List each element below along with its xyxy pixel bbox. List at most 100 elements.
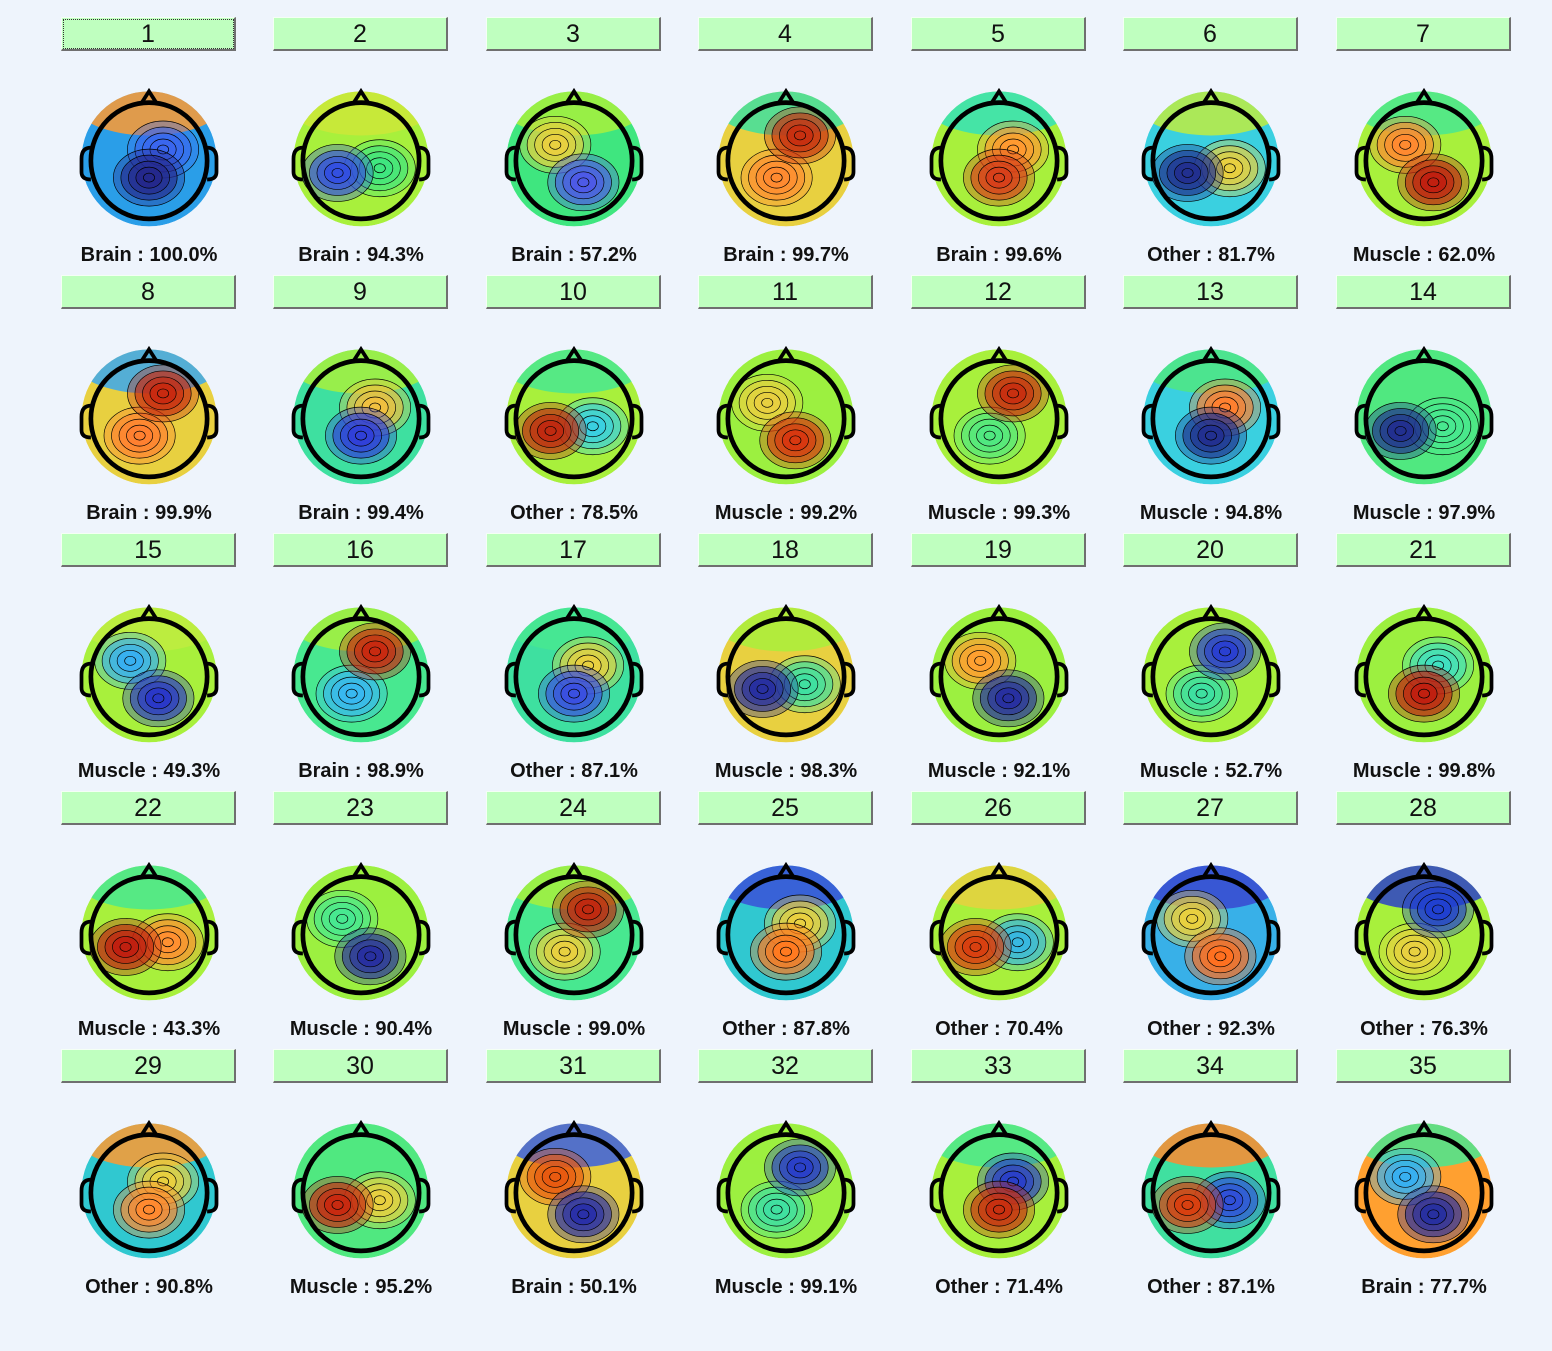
component-button-12[interactable]: 12 — [911, 275, 1086, 309]
topoplot-30[interactable] — [281, 1114, 441, 1264]
component-cell: 24 Muscle : 99.0% — [486, 774, 698, 1040]
classification-label: Muscle : 99.8% — [1352, 760, 1496, 782]
topoplot-22[interactable] — [69, 856, 229, 1006]
component-button-30[interactable]: 30 — [273, 1049, 448, 1083]
topoplot-4[interactable] — [706, 82, 866, 232]
topoplot-29[interactable] — [69, 1114, 229, 1264]
classification-label: Muscle : 43.3% — [77, 1018, 221, 1040]
classification-label: Brain : 99.4% — [298, 502, 424, 524]
classification-label: Other : 81.7% — [1147, 244, 1275, 266]
component-button-11[interactable]: 11 — [698, 275, 873, 309]
topoplot-15[interactable] — [69, 598, 229, 748]
component-button-29[interactable]: 29 — [61, 1049, 236, 1083]
component-button-10[interactable]: 10 — [486, 275, 661, 309]
topoplot-8[interactable] — [69, 340, 229, 490]
topoplot-12[interactable] — [919, 340, 1079, 490]
topoplot-14[interactable] — [1344, 340, 1504, 490]
topoplot-34[interactable] — [1131, 1114, 1291, 1264]
component-button-34[interactable]: 34 — [1123, 1049, 1298, 1083]
classification-label: Muscle : 99.3% — [927, 502, 1071, 524]
component-cell: 26 Other : 70.4% — [911, 774, 1123, 1040]
component-button-33[interactable]: 33 — [911, 1049, 1086, 1083]
topoplot-1[interactable] — [69, 82, 229, 232]
topoplot-35[interactable] — [1344, 1114, 1504, 1264]
component-button-5[interactable]: 5 — [911, 17, 1086, 51]
component-button-22[interactable]: 22 — [61, 791, 236, 825]
component-button-7[interactable]: 7 — [1336, 17, 1511, 51]
component-cell: 22 Muscle : 43.3% — [61, 774, 273, 1040]
topoplot-10[interactable] — [494, 340, 654, 490]
component-button-32[interactable]: 32 — [698, 1049, 873, 1083]
topoplot-2[interactable] — [281, 82, 441, 232]
component-button-13[interactable]: 13 — [1123, 275, 1298, 309]
component-button-18[interactable]: 18 — [698, 533, 873, 567]
component-button-6[interactable]: 6 — [1123, 17, 1298, 51]
topoplot-9[interactable] — [281, 340, 441, 490]
component-button-24[interactable]: 24 — [486, 791, 661, 825]
component-cell: 17 Other : 87.1% — [486, 516, 698, 782]
component-button-23[interactable]: 23 — [273, 791, 448, 825]
component-button-27[interactable]: 27 — [1123, 791, 1298, 825]
component-cell: 31 Brain : 50.1% — [486, 1032, 698, 1298]
topoplot-32[interactable] — [706, 1114, 866, 1264]
topoplot-17[interactable] — [494, 598, 654, 748]
topoplot-31[interactable] — [494, 1114, 654, 1264]
classification-label: Muscle : 95.2% — [289, 1276, 433, 1298]
component-button-1[interactable]: 1 — [61, 17, 236, 51]
component-cell: 5 Brain : 99.6% — [911, 0, 1123, 266]
classification-label: Other : 87.8% — [722, 1018, 850, 1040]
topoplot-28[interactable] — [1344, 856, 1504, 1006]
topoplot-6[interactable] — [1131, 82, 1291, 232]
classification-label: Muscle : 98.3% — [714, 760, 858, 782]
component-cell: 20 Muscle : 52.7% — [1123, 516, 1335, 782]
component-button-14[interactable]: 14 — [1336, 275, 1511, 309]
component-button-2[interactable]: 2 — [273, 17, 448, 51]
classification-label: Brain : 50.1% — [511, 1276, 637, 1298]
component-cell: 16 Brain : 98.9% — [273, 516, 485, 782]
component-cell: 28 Other : 76.3% — [1336, 774, 1548, 1040]
topoplot-3[interactable] — [494, 82, 654, 232]
topoplot-25[interactable] — [706, 856, 866, 1006]
component-button-31[interactable]: 31 — [486, 1049, 661, 1083]
component-cell: 33 Other : 71.4% — [911, 1032, 1123, 1298]
component-button-9[interactable]: 9 — [273, 275, 448, 309]
component-button-3[interactable]: 3 — [486, 17, 661, 51]
topoplot-26[interactable] — [919, 856, 1079, 1006]
topoplot-7[interactable] — [1344, 82, 1504, 232]
component-cell: 15 Muscle : 49.3% — [61, 516, 273, 782]
component-button-25[interactable]: 25 — [698, 791, 873, 825]
topoplot-18[interactable] — [706, 598, 866, 748]
component-button-35[interactable]: 35 — [1336, 1049, 1511, 1083]
component-button-28[interactable]: 28 — [1336, 791, 1511, 825]
topoplot-16[interactable] — [281, 598, 441, 748]
component-button-20[interactable]: 20 — [1123, 533, 1298, 567]
topoplot-21[interactable] — [1344, 598, 1504, 748]
topoplot-5[interactable] — [919, 82, 1079, 232]
topoplot-24[interactable] — [494, 856, 654, 1006]
component-button-16[interactable]: 16 — [273, 533, 448, 567]
topoplot-27[interactable] — [1131, 856, 1291, 1006]
topoplot-23[interactable] — [281, 856, 441, 1006]
component-button-15[interactable]: 15 — [61, 533, 236, 567]
topoplot-33[interactable] — [919, 1114, 1079, 1264]
component-button-26[interactable]: 26 — [911, 791, 1086, 825]
classification-label: Other : 92.3% — [1147, 1018, 1275, 1040]
topoplot-20[interactable] — [1131, 598, 1291, 748]
component-button-4[interactable]: 4 — [698, 17, 873, 51]
component-button-17[interactable]: 17 — [486, 533, 661, 567]
classification-label: Muscle : 97.9% — [1352, 502, 1496, 524]
classification-label: Brain : 99.7% — [723, 244, 849, 266]
component-cell: 3 Brain : 57.2% — [486, 0, 698, 266]
component-button-19[interactable]: 19 — [911, 533, 1086, 567]
component-button-21[interactable]: 21 — [1336, 533, 1511, 567]
component-cell: 18 Muscle : 98.3% — [698, 516, 910, 782]
component-cell: 2 Brain : 94.3% — [273, 0, 485, 266]
classification-label: Other : 76.3% — [1360, 1018, 1488, 1040]
topoplot-13[interactable] — [1131, 340, 1291, 490]
component-cell: 8 Brain : 99.9% — [61, 258, 273, 524]
classification-label: Other : 78.5% — [510, 502, 638, 524]
component-button-8[interactable]: 8 — [61, 275, 236, 309]
component-cell: 30 Muscle : 95.2% — [273, 1032, 485, 1298]
topoplot-11[interactable] — [706, 340, 866, 490]
topoplot-19[interactable] — [919, 598, 1079, 748]
